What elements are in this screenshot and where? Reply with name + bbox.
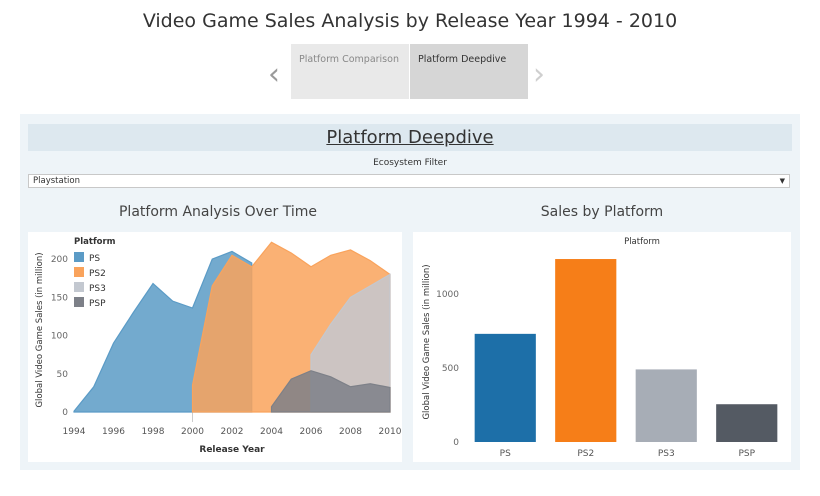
y-tick-label: 0 (62, 408, 68, 418)
ecosystem-filter-select[interactable]: Playstation ▼ (28, 174, 790, 188)
x-tick-label: 1998 (142, 427, 165, 437)
legend-label-ps: PS (89, 254, 100, 264)
tab-platform-deepdive[interactable]: Platform Deepdive (410, 44, 528, 99)
dashboard-title: Platform Deepdive (28, 124, 792, 151)
area-chart-title: Platform Analysis Over Time (118, 204, 317, 220)
legend-label-psp: PSP (89, 299, 106, 309)
page-title: Video Game Sales Analysis by Release Yea… (142, 10, 678, 32)
legend-title: Platform (74, 237, 116, 247)
x-tick-label: 2004 (260, 427, 283, 437)
legend-swatch-ps2 (74, 267, 84, 277)
tab-platform-comparison[interactable]: Platform Comparison (291, 44, 409, 99)
legend-swatch-ps3 (74, 282, 84, 292)
area-series-psp (270, 370, 391, 413)
x-tick-label: 2002 (221, 427, 244, 437)
bar-ps3 (635, 369, 697, 442)
legend-label-ps3: PS3 (89, 284, 106, 294)
x-tick-label: 1996 (102, 427, 125, 437)
bar-top-label: Platform (624, 237, 660, 247)
bar-chart-panel: Platform 0 500 1000 Global Video Game Sales … (413, 232, 791, 462)
bar-y-tick-label: 500 (442, 364, 459, 374)
ecosystem-filter-label: Ecosystem Filter (373, 158, 447, 168)
x-axis-label: Release Year (199, 445, 265, 455)
ecosystem-filter-value: Playstation (33, 176, 80, 186)
bar-category-label: PS3 (658, 449, 675, 459)
area-chart: 0 50 100 150 200 1994 1996 1998 2000 2002 2004 2006… (35, 237, 402, 455)
bar-y-axis-label: Global Video Game Sales (in million) (422, 264, 432, 419)
y-axis-label: Global Video Game Sales (in million) (35, 252, 45, 407)
x-tick-label: 2010 (379, 427, 402, 437)
x-tick-label: 2006 (300, 427, 323, 437)
y-tick-label: 150 (51, 293, 68, 303)
y-tick-label: 200 (51, 255, 68, 265)
chevron-right-icon[interactable]: › (533, 57, 545, 92)
bar-ps (474, 333, 536, 442)
bar-category-label: PS2 (577, 449, 594, 459)
legend-label-ps2: PS2 (89, 269, 106, 279)
legend-swatch-psp (74, 297, 84, 307)
bar-y-tick-label: 0 (453, 438, 459, 448)
area-chart-panel: 0 50 100 150 200 1994 1996 1998 2000 2002 2004 2006… (28, 232, 402, 462)
bar-y-tick-label: 1000 (436, 290, 459, 300)
x-tick-label: 2000 (181, 427, 204, 437)
bar-category-label: PS (500, 449, 511, 459)
chevron-left-icon[interactable]: ‹ (268, 57, 280, 92)
legend-swatch-ps (74, 252, 84, 262)
bar-ps2 (555, 259, 617, 442)
bar-psp (716, 404, 778, 442)
bar-category-label: PSP (738, 449, 755, 459)
dropdown-arrow-icon[interactable]: ▼ (779, 177, 785, 185)
y-tick-label: 100 (51, 332, 68, 342)
y-tick-label: 50 (57, 370, 69, 380)
bar-chart-title: Sales by Platform (540, 204, 664, 220)
bar-chart: Platform 0 500 1000 Global Video Game Sales … (422, 237, 778, 459)
x-tick-label: 2008 (339, 427, 362, 437)
x-tick-label: 1994 (63, 427, 86, 437)
